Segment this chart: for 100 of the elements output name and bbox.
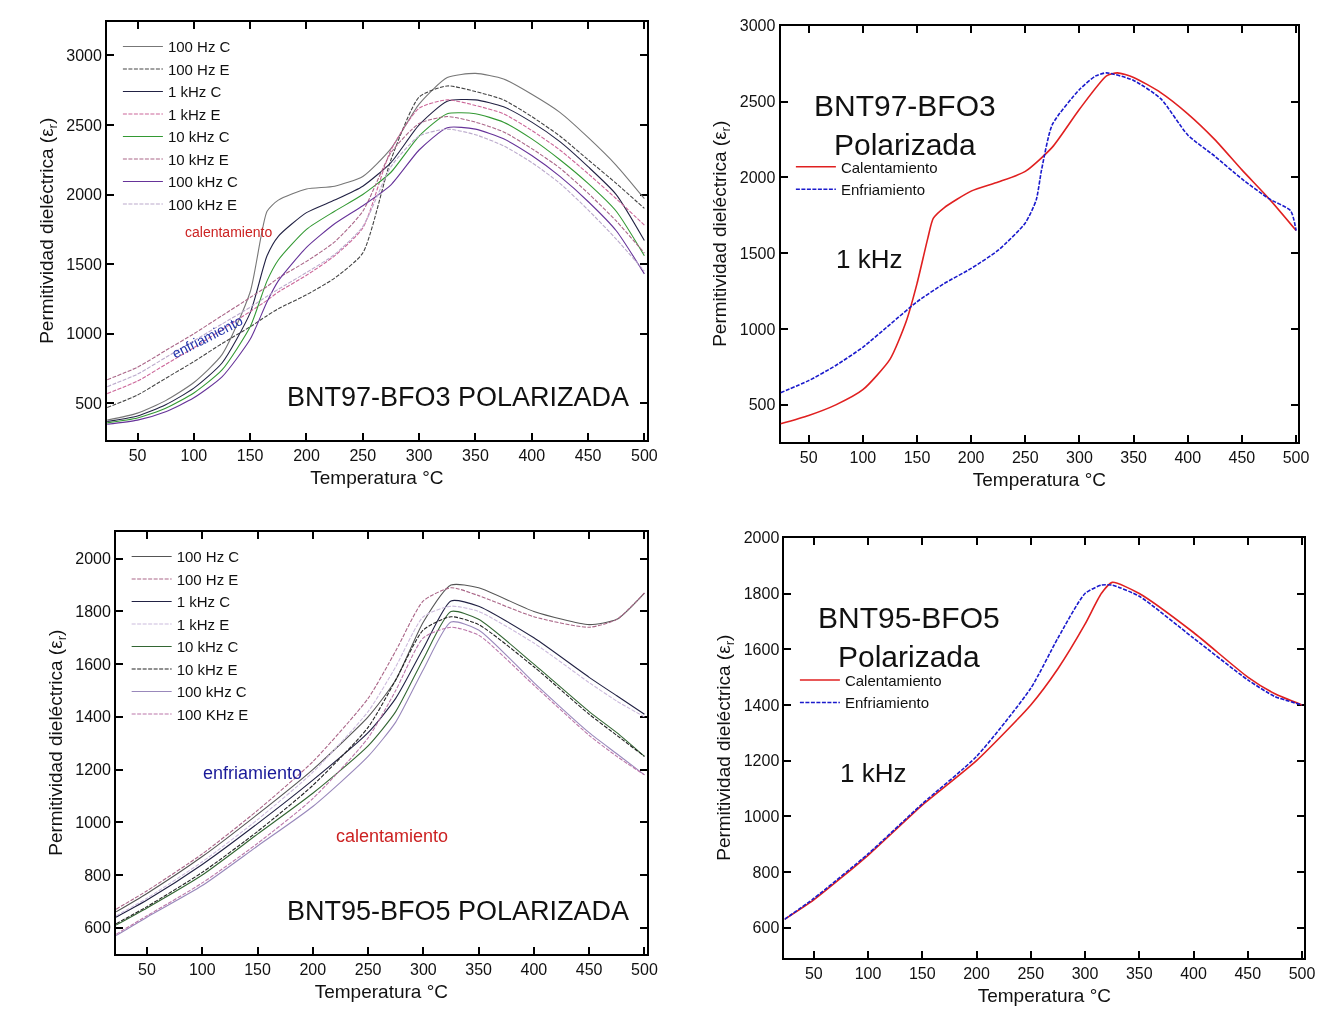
x-axis-title: Temperatura °C: [314, 981, 448, 1003]
y-tick-label: 1000: [743, 807, 780, 825]
annotation: calentamiento: [185, 224, 273, 240]
x-tick-label: 150: [236, 446, 264, 464]
x-tick-label: 200: [293, 446, 320, 464]
x-tick-label: 250: [349, 446, 377, 464]
x-tick-label: 50: [804, 964, 823, 982]
y-tick-label: 600: [752, 919, 780, 937]
x-tick-label: 350: [1125, 964, 1153, 982]
x-tick-label: 350: [462, 446, 489, 464]
x-tick-label: 400: [1180, 964, 1207, 982]
legend-label: 100 Hz C: [176, 548, 240, 566]
text: BNT95-BFO5 POLARIZADA: [287, 896, 630, 926]
y-tick-label: 1800: [75, 603, 111, 621]
x-tick-label: 500: [1282, 448, 1310, 466]
legend-label: Calentamiento: [840, 158, 938, 176]
x-tick-label: 450: [1234, 964, 1262, 982]
x-tick-label: 450: [574, 446, 602, 464]
legend-label: 100 Hz C: [167, 38, 231, 56]
x-axis-title: Temperatura °C: [972, 469, 1107, 491]
legend-label: 1 kHz E: [167, 105, 221, 123]
legend-label: 1 kHz C: [167, 83, 222, 101]
y-tick-label: 800: [752, 863, 780, 881]
legend-label: Enfriamiento: [840, 181, 926, 199]
legend-label: 100 Hz E: [167, 60, 230, 78]
y-tick-label: 600: [84, 919, 111, 937]
y-tick-label: 1200: [743, 752, 780, 770]
legend-label: 1 kHz E: [176, 615, 230, 633]
y-tick-label: 800: [84, 866, 111, 884]
x-tick-label: 200: [299, 960, 327, 978]
legend-label: Calentamiento: [844, 671, 942, 689]
x-tick-label: 50: [799, 448, 818, 466]
y-tick-label: 1500: [66, 255, 103, 273]
y-tick-label: 500: [75, 394, 103, 412]
x-axis-title: Temperatura °C: [310, 467, 444, 489]
y-tick-label: 3000: [739, 17, 776, 35]
x-tick-label: 250: [1011, 448, 1039, 466]
text: BNT97-BFO3 POLARIZADA: [287, 382, 630, 412]
x-axis-title: Temperatura °C: [977, 985, 1111, 1006]
legend-label: 100 KHz E: [176, 705, 249, 723]
legend-label: 100 kHz C: [176, 683, 247, 701]
y-tick-label: 1000: [66, 325, 103, 343]
x-tick-label: 50: [138, 960, 156, 978]
legend-label: 10 kHz E: [167, 150, 229, 168]
x-tick-label: 100: [854, 964, 882, 982]
x-tick-label: 450: [1228, 448, 1256, 466]
y-tick-label: 2000: [66, 186, 103, 204]
x-tick-label: 300: [1066, 448, 1093, 466]
x-tick-label: 150: [244, 960, 271, 978]
y-tick-label: 2000: [739, 169, 776, 187]
y-tick-label: 2500: [739, 93, 776, 111]
x-tick-label: 400: [520, 960, 548, 978]
x-tick-label: 400: [518, 446, 546, 464]
x-tick-label: 350: [1120, 448, 1148, 466]
y-tick-label: 2000: [743, 529, 780, 547]
legend-label: 100 kHz E: [167, 195, 238, 213]
x-tick-label: 200: [963, 964, 990, 982]
x-tick-label: 100: [849, 448, 877, 466]
text: BNT97-BFO3 Polarizada: [814, 89, 996, 161]
y-tick-label: 1200: [75, 761, 111, 779]
y-tick-label: 1400: [75, 708, 111, 726]
y-tick-label: 1500: [739, 244, 776, 262]
text: 1 kHz: [836, 244, 903, 274]
y-tick-label: 1800: [743, 585, 780, 603]
legend-label: 100 kHz C: [167, 173, 239, 191]
y-tick-label: 1000: [739, 320, 776, 338]
legend-label: 10 kHz C: [167, 128, 230, 146]
y-tick-label: 2500: [66, 116, 103, 134]
annotation: enfriamiento: [203, 763, 303, 783]
text: 1 kHz: [840, 758, 907, 788]
y-tick-label: 500: [748, 396, 776, 414]
x-tick-label: 300: [410, 960, 437, 978]
x-tick-label: 300: [405, 446, 433, 464]
x-tick-label: 100: [188, 960, 216, 978]
x-tick-label: 150: [908, 964, 936, 982]
x-tick-label: 500: [631, 446, 658, 464]
x-tick-label: 400: [1174, 448, 1202, 466]
y-tick-label: 1000: [75, 813, 111, 831]
legend-label: 10 kHz C: [176, 638, 239, 656]
x-tick-label: 250: [1017, 964, 1045, 982]
x-tick-label: 300: [1071, 964, 1099, 982]
x-tick-label: 350: [465, 960, 493, 978]
text: BNT95-BFO5 Polarizada: [818, 601, 1000, 673]
y-tick-label: 1600: [75, 655, 111, 673]
y-tick-label: 1600: [743, 640, 780, 658]
legend-label: 1 kHz C: [176, 593, 231, 611]
legend-label: Enfriamiento: [844, 694, 930, 712]
x-tick-label: 100: [180, 446, 208, 464]
x-tick-label: 250: [354, 960, 382, 978]
y-tick-label: 2000: [75, 550, 111, 568]
x-tick-label: 200: [957, 448, 985, 466]
x-tick-label: 500: [1288, 964, 1316, 982]
x-tick-label: 50: [128, 446, 147, 464]
y-tick-label: 1400: [743, 696, 780, 714]
annotation: calentamiento: [336, 826, 449, 846]
y-tick-label: 3000: [66, 46, 103, 64]
x-tick-label: 150: [903, 448, 931, 466]
legend-label: 100 Hz E: [176, 570, 239, 588]
legend-label: 10 kHz E: [176, 660, 238, 678]
x-tick-label: 450: [575, 960, 603, 978]
